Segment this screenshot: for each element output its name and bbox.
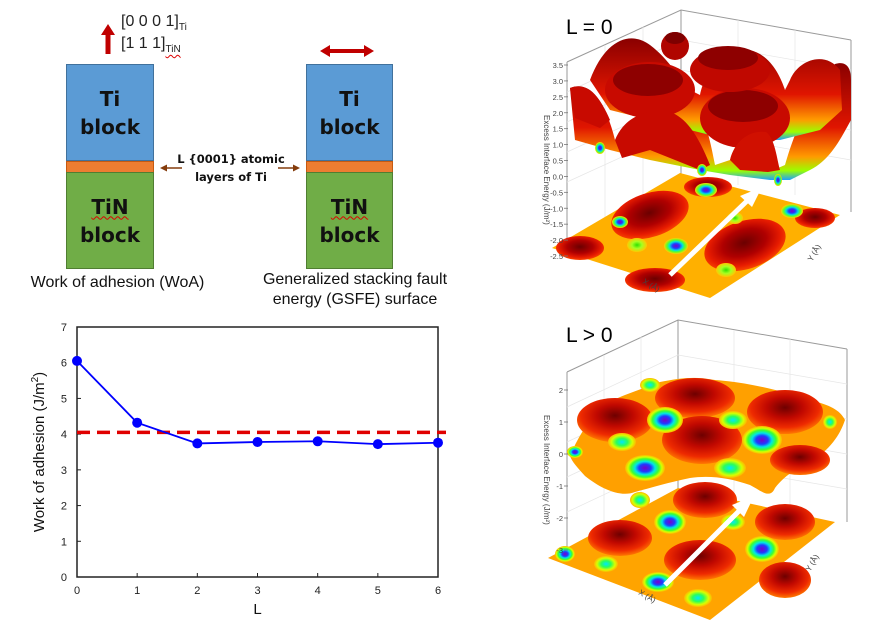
x-tick-label: 0 [74,585,80,597]
interlayer-label-line2: layers of Ti [195,170,267,184]
y-label-text-end: ) [31,372,48,377]
woa-caption-text: Work of adhesion (WoA) [30,274,205,291]
left-tin-block-line1: TiN [91,194,129,219]
x-tick-label: 5 [375,585,381,597]
right-tin-block-line2: block [319,222,380,247]
energy-surface [567,377,845,494]
gsfe-caption-line1: Generalized stacking fault [262,271,448,288]
surface-plot-lgt0-label: L > 0 [566,324,613,347]
z-tick-label: 3.0 [553,77,563,86]
z-tick-label: 1 [559,418,563,427]
z-tick-label: 1.0 [553,141,563,150]
y-tick-label: 1 [61,536,67,548]
direction-tin-sub: TiN [165,44,181,55]
direction-tin-text: [1 1 1] [121,35,166,52]
surface-plot-l0: 3.5 3.0 2.5 2.0 1.5 1.0 0.5 0.0 -0.5 -1.0 -1.5 -2.0… [542,9,852,298]
x-tick-label: 3 [254,585,260,597]
right-ti-block-line2: block [319,114,380,139]
right-ti-block: Ti block [306,64,393,161]
z-axis-title: Excess Interface Energy (J/m²) [542,115,551,225]
x-tick-label: 2 [194,585,200,597]
z-axis-ticks: 3.5 3.0 2.5 2.0 1.5 1.0 0.5 0.0 -0.5 -1.0 -1.5 -2.0… [550,61,568,261]
y-tick-label: 3 [61,465,67,477]
z-tick-label: -2 [556,514,563,523]
series-woa [72,355,443,450]
gsfe-caption: Generalized stacking fault energy (GSFE)… [250,270,460,310]
interlayer-label-line1: L {0001} atomic [177,152,285,166]
y-axis-label: Work of adhesion (J/m2) [30,372,48,532]
data-point [72,355,82,366]
up-arrow-icon [101,24,115,54]
x-axis-label: L [253,601,261,618]
contour-floor [548,482,835,620]
z-tick-label: -2.0 [550,236,563,245]
x-tick-label: 1 [134,585,140,597]
left-layer-arrow-icon [160,164,182,172]
z-tick-label: 1.5 [553,125,563,134]
data-point [312,436,323,447]
x-tick-label: 6 [435,585,441,597]
direction-label-tin: [1 1 1]TiN [121,34,181,60]
data-point [132,417,143,428]
data-point [433,437,443,448]
left-ti-block-line1: Ti [99,86,121,111]
z-tick-label: -2.5 [550,252,563,261]
plot-frame [76,326,439,578]
z-tick-label: -0.5 [550,188,563,197]
energy-surface [570,32,851,186]
surface-plot-l0-label: L = 0 [566,16,613,39]
woa-caption: Work of adhesion (WoA) [10,273,225,293]
y-tick-label: 0 [61,572,67,584]
chart-ticks: 0 1 2 3 4 5 6 0 1 2 3 4 5 6 7 [61,322,441,597]
right-ti-block-line1: Ti [339,86,360,111]
y-tick-label: 4 [61,429,67,441]
x-tick-label: 4 [315,585,321,597]
right-layer-arrow-icon [278,164,300,172]
y-tick-label: 2 [61,501,67,513]
data-point [192,438,203,449]
gsfe-caption-line2: energy (GSFE) surface [272,291,438,308]
contour-floor [552,173,840,298]
z-tick-label: -1.5 [550,220,563,229]
z-tick-label: 2.0 [553,109,563,118]
direction-label-ti: [0 0 0 1]Ti [121,12,187,38]
z-tick-label: -1 [556,482,563,491]
z-tick-label: 3.5 [553,61,563,70]
z-tick-label: 2.5 [553,93,563,102]
y-axis-title: Y (Å) [806,243,823,263]
left-tin-block-line2: block [79,222,141,247]
z-tick-label: -1.0 [550,204,563,213]
z-tick-label: -3 [556,546,563,555]
y-tick-label: 7 [61,322,67,334]
data-point [372,439,383,450]
y-label-text: Work of adhesion (J/m [31,382,48,532]
left-ti-block-line2: block [79,114,141,139]
path-arrow-icon [668,187,762,277]
interlayer-label: L {0001} atomic layers of Ti [176,150,286,186]
z-axis-ticks: 2 1 0 -1 -2 -3 [556,386,568,555]
z-tick-label: 0.0 [553,172,563,181]
left-ti-block: Ti block [66,64,154,161]
z-tick-label: 0 [559,450,563,459]
right-tin-block-line1: TiN [330,194,369,219]
path-arrow-icon [663,496,754,587]
direction-ti-text: [0 0 0 1] [121,13,179,30]
right-tin-block: TiN block [306,172,393,269]
surface-plot-lgt0: 2 1 0 -1 -2 -3 Excess Interface Energy (J/m²)… [542,319,848,620]
y-label-superscript: 2 [30,376,41,382]
z-tick-label: 0.5 [553,157,563,166]
y-axis-title: Y (Å) [804,553,821,573]
z-axis-title: Excess Interface Energy (J/m²) [542,415,551,525]
data-point [252,437,263,447]
left-tin-block: TiN block [66,172,154,269]
y-tick-label: 6 [61,358,67,370]
direction-ti-sub: Ti [178,22,187,33]
y-tick-label: 5 [61,393,67,405]
z-tick-label: 2 [559,386,563,395]
double-arrow-icon [320,45,374,57]
